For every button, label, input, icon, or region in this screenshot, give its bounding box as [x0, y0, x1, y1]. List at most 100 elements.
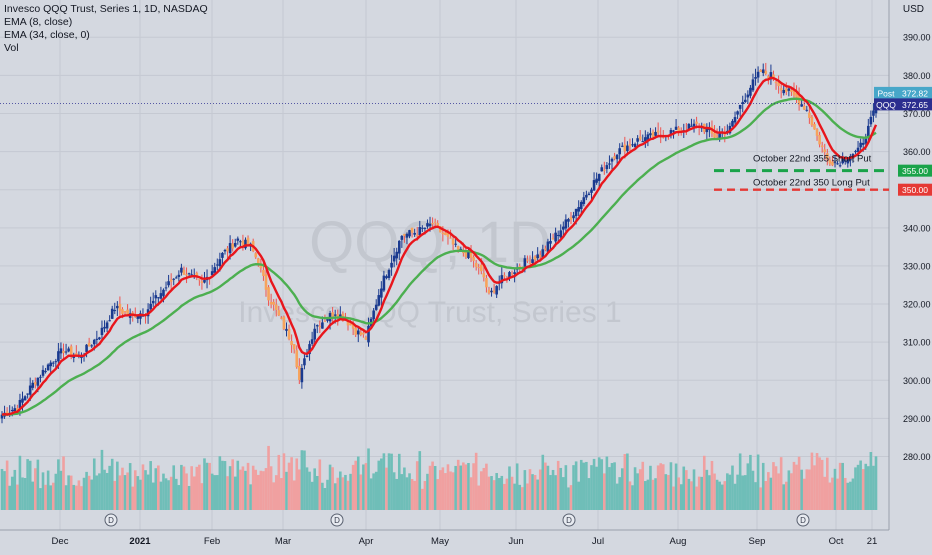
candle-body [459, 248, 463, 250]
volume-bar [80, 486, 83, 510]
candle-body [36, 377, 40, 386]
candle-body [646, 134, 650, 140]
candle-body [290, 341, 293, 346]
candle-body [23, 396, 27, 401]
volume-bar [113, 480, 117, 510]
candle-body [818, 135, 821, 145]
candle-body [210, 271, 214, 276]
volume-bar [818, 457, 821, 510]
candle-body [39, 376, 42, 378]
candle-body [587, 193, 591, 196]
candle-body [69, 346, 73, 357]
candle-body [613, 156, 616, 159]
volume-indicator-label[interactable]: Vol [4, 42, 19, 54]
candle-body [67, 348, 70, 352]
volume-bar [503, 483, 506, 510]
candle-body [349, 323, 352, 326]
volume-bar [477, 485, 481, 510]
ema34-indicator-label[interactable]: EMA (34, close, 0) [4, 29, 90, 41]
candle-body [272, 301, 275, 305]
y-tick-label: 340.00 [903, 223, 931, 233]
candle-body [559, 230, 563, 238]
volume-bar [231, 459, 234, 510]
x-tick-label: Feb [204, 536, 220, 547]
volume-bar [328, 464, 332, 510]
volume-bar [644, 481, 647, 510]
candle-body [228, 243, 232, 254]
candle-body [843, 160, 847, 162]
candle-body [308, 344, 311, 355]
candle-body [577, 207, 580, 212]
candle-body [595, 178, 598, 183]
candle-body [126, 309, 129, 316]
candle-body [244, 239, 247, 249]
x-tick-label: Mar [275, 536, 291, 547]
candle-body [782, 89, 786, 94]
candle-body [810, 116, 814, 126]
volume-bar [569, 485, 573, 510]
candle-body [190, 274, 193, 276]
candle-body [172, 278, 176, 280]
candle-body [231, 243, 234, 249]
candle-body [236, 238, 240, 241]
volume-bar [351, 464, 355, 510]
candle-body [869, 116, 873, 125]
volume-bar [187, 485, 191, 510]
y-tick-label: 320.00 [903, 300, 931, 310]
volume-bar [520, 487, 524, 510]
volume-bar [538, 469, 542, 510]
volume-bar [446, 464, 450, 510]
candle-body [638, 136, 642, 140]
candle-body [390, 262, 393, 268]
volume-bar [567, 487, 570, 510]
candle-body [713, 132, 716, 138]
legend: Invesco QQQ Trust, Series 1, 1D, NASDAQ … [4, 3, 208, 55]
volume-bar [264, 468, 268, 510]
volume-bar [505, 478, 509, 510]
volume-bar [702, 455, 706, 510]
volume-bar [708, 475, 711, 510]
volume-bar [631, 485, 634, 510]
ema8-indicator-label[interactable]: EMA (8, close) [4, 16, 73, 28]
volume-bar [387, 453, 391, 510]
candle-body [872, 110, 875, 116]
candle-body [318, 325, 322, 327]
volume-bar [200, 483, 204, 510]
volume-bar [310, 481, 314, 510]
volume-bar [0, 468, 4, 510]
volume-bar [864, 463, 868, 510]
candle-body [746, 94, 750, 98]
volume-bar [336, 477, 340, 510]
volume-bar [110, 458, 114, 510]
candle-body [503, 275, 506, 277]
volume-bar [72, 484, 76, 510]
candle-body [677, 127, 680, 132]
volume-bar [428, 465, 432, 510]
volume-bar [169, 476, 173, 510]
volume-bar [44, 484, 47, 510]
volume-bar [136, 476, 140, 510]
candle-body [21, 398, 24, 403]
candle-body [436, 223, 440, 226]
candle-body [636, 138, 639, 142]
candle-body [864, 138, 868, 144]
candle-body [510, 273, 514, 275]
candle-body [833, 162, 837, 164]
symbol-title[interactable]: Invesco QQQ Trust, Series 1, 1D, NASDAQ [4, 3, 208, 15]
candle-body [413, 232, 416, 235]
candle-body [41, 369, 45, 376]
volume-bar [700, 476, 704, 510]
candle-body [585, 194, 588, 198]
volume-bar [564, 465, 568, 510]
volume-bar [769, 477, 773, 510]
qqq-label-bg [874, 98, 898, 111]
candle-body [723, 133, 727, 135]
candle-body [333, 314, 337, 316]
volume-bar [456, 459, 460, 510]
volume-bar [615, 483, 619, 510]
volume-bar [531, 474, 534, 510]
dividend-marker-icon [562, 513, 576, 527]
candle-body [149, 303, 152, 310]
